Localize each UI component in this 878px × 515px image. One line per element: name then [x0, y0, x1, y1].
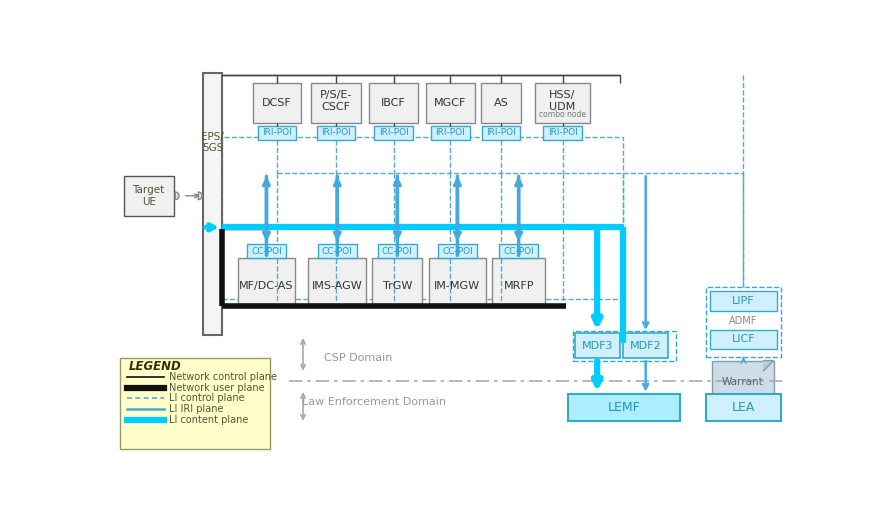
- Bar: [372, 258, 422, 304]
- Bar: [308, 258, 366, 304]
- Text: Network control plane: Network control plane: [169, 372, 277, 382]
- Text: MDF3: MDF3: [580, 340, 612, 351]
- Bar: [253, 83, 301, 124]
- Text: DCSF: DCSF: [262, 98, 291, 108]
- Bar: [378, 244, 416, 258]
- Bar: [480, 83, 521, 124]
- Text: LIPF: LIPF: [731, 296, 754, 305]
- Bar: [369, 83, 417, 124]
- Polygon shape: [763, 360, 773, 371]
- Text: IRI-POI: IRI-POI: [547, 128, 577, 137]
- Text: CC-POI: CC-POI: [442, 247, 472, 256]
- Text: ADMF: ADMF: [729, 316, 757, 325]
- Text: LEMF: LEMF: [607, 401, 639, 415]
- Text: Law Enforcement Domain: Law Enforcement Domain: [301, 397, 445, 407]
- Text: HSS/
UDM: HSS/ UDM: [549, 90, 575, 112]
- Bar: [237, 258, 295, 304]
- Bar: [705, 394, 781, 421]
- Text: IMS-AGW: IMS-AGW: [312, 281, 363, 291]
- Bar: [222, 138, 622, 299]
- Bar: [318, 244, 356, 258]
- Bar: [428, 258, 485, 304]
- Bar: [709, 330, 776, 349]
- Bar: [574, 333, 619, 358]
- Text: MGCF: MGCF: [434, 98, 466, 108]
- Bar: [481, 126, 520, 140]
- Text: CSP Domain: CSP Domain: [324, 353, 392, 363]
- Wedge shape: [175, 192, 179, 200]
- Bar: [431, 126, 469, 140]
- Text: LI IRI plane: LI IRI plane: [169, 404, 223, 414]
- Text: IRI-POI: IRI-POI: [378, 128, 408, 137]
- Bar: [203, 73, 222, 335]
- Bar: [623, 333, 667, 358]
- Bar: [499, 244, 537, 258]
- Bar: [124, 176, 174, 216]
- Text: TrGW: TrGW: [382, 281, 412, 291]
- Text: Target
UE: Target UE: [133, 185, 164, 207]
- Bar: [311, 83, 360, 124]
- Text: IRI-POI: IRI-POI: [262, 128, 291, 137]
- Text: P/S/E-
CSCF: P/S/E- CSCF: [320, 90, 351, 112]
- Bar: [119, 358, 270, 449]
- Text: IBCF: IBCF: [381, 98, 406, 108]
- Bar: [534, 83, 589, 124]
- Text: MDF2: MDF2: [630, 340, 661, 351]
- Bar: [374, 126, 413, 140]
- Bar: [316, 126, 355, 140]
- Text: EPS/
5GS: EPS/ 5GS: [201, 132, 224, 153]
- Text: CC-POI: CC-POI: [503, 247, 534, 256]
- Text: Network user plane: Network user plane: [169, 383, 264, 392]
- Text: LEA: LEA: [731, 401, 754, 415]
- Bar: [492, 258, 544, 304]
- Text: LI control plane: LI control plane: [169, 393, 244, 403]
- Bar: [709, 291, 776, 311]
- Bar: [705, 287, 781, 357]
- Bar: [258, 126, 296, 140]
- Bar: [543, 126, 581, 140]
- Text: combo node: combo node: [538, 110, 586, 118]
- Wedge shape: [198, 192, 202, 200]
- Bar: [567, 394, 679, 421]
- Bar: [426, 83, 474, 124]
- Text: CC-POI: CC-POI: [251, 247, 282, 256]
- Text: IRI-POI: IRI-POI: [435, 128, 464, 137]
- Text: IRI-POI: IRI-POI: [486, 128, 515, 137]
- Text: CC-POI: CC-POI: [321, 247, 352, 256]
- Bar: [437, 244, 476, 258]
- Text: AS: AS: [493, 98, 507, 108]
- Text: LI content plane: LI content plane: [169, 415, 248, 425]
- Text: MRFP: MRFP: [503, 281, 533, 291]
- Text: LEGEND: LEGEND: [129, 360, 182, 373]
- Bar: [572, 331, 676, 360]
- Bar: [711, 360, 773, 403]
- Text: LICF: LICF: [730, 334, 754, 344]
- Text: Warrant: Warrant: [721, 377, 763, 387]
- Text: IM-MGW: IM-MGW: [434, 281, 480, 291]
- Text: IRI-POI: IRI-POI: [320, 128, 350, 137]
- Text: CC-POI: CC-POI: [382, 247, 413, 256]
- Text: MF/DC-AS: MF/DC-AS: [239, 281, 293, 291]
- Bar: [247, 244, 285, 258]
